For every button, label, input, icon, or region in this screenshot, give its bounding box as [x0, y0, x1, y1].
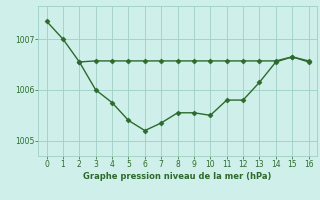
X-axis label: Graphe pression niveau de la mer (hPa): Graphe pression niveau de la mer (hPa)	[84, 172, 272, 181]
